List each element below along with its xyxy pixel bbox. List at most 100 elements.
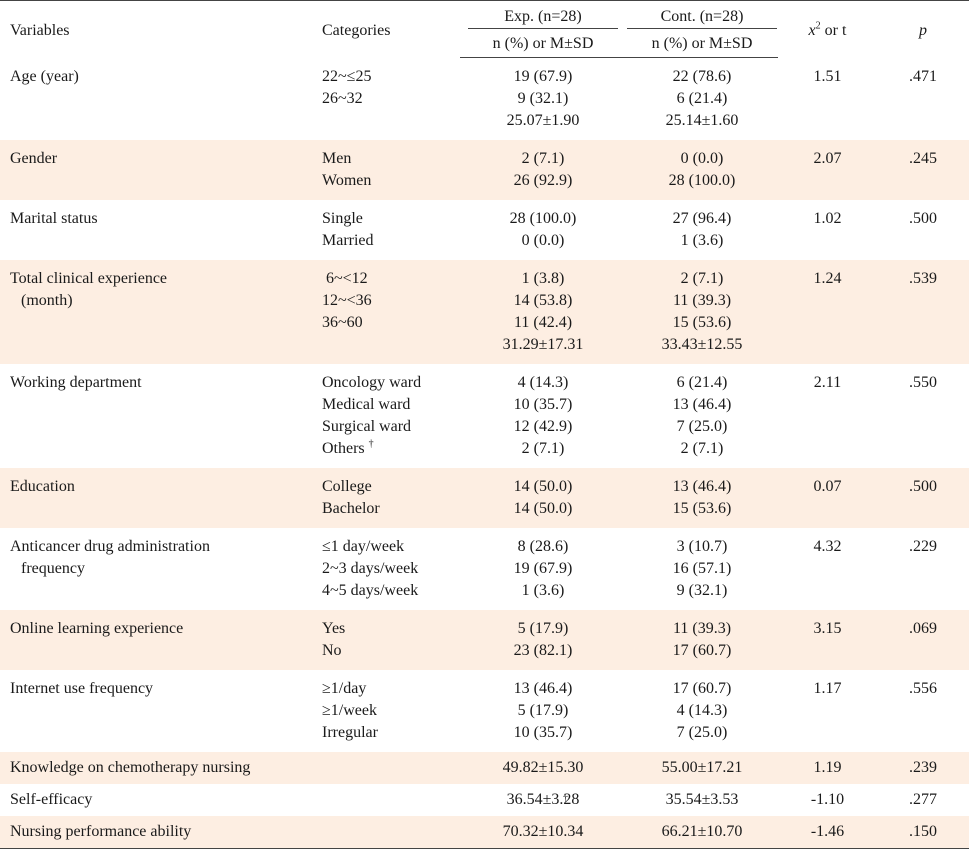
cell-exp-line: 70.32±10.34 [502, 823, 584, 840]
cell-category-line: Married [322, 232, 374, 249]
table-body: Age (year) 22~≤25 26~32 19 (67.9) 9 (32.1) 2… [0, 58, 969, 849]
cell-category-line [322, 789, 460, 811]
cell-cont: 0 (0.0) 28 (100.0) [626, 140, 778, 200]
cell-exp-line: 2 (7.1) [521, 150, 565, 167]
cell-cont: 27 (96.4) 1 (3.6) [626, 200, 778, 260]
cell-cont: 55.00±17.21 [626, 752, 778, 784]
cell-exp-line: 23 (82.1) [513, 642, 573, 659]
cell-cont-line: 7 (25.0) [676, 418, 728, 435]
cell-exp-line: 2 (7.1) [521, 440, 565, 457]
cell-exp: 5 (17.9) 23 (82.1) [460, 610, 626, 670]
cell-category: 22~≤25 26~32 [312, 58, 460, 141]
table-row: Working department Oncology ward Medical w… [0, 364, 969, 468]
cell-p-value: .245 [877, 140, 969, 200]
cell-category-line: No [322, 642, 342, 659]
cell-cont-line: 11 (39.3) [672, 292, 732, 309]
cell-category [312, 816, 460, 849]
cell-p-value: .277 [909, 791, 937, 808]
cell-exp: 1 (3.8) 14 (53.8) 11 (42.4) 31.29±17.31 [460, 260, 626, 364]
cell-category-line: Single [322, 210, 363, 227]
cell-category-line: Medical ward [322, 396, 411, 413]
table-row: Self-efficacy 36.54±3.28 35.54±3.53 -1.10.… [0, 784, 969, 816]
cell-category-line [322, 110, 460, 132]
cell-cont: 11 (39.3) 17 (60.7) [626, 610, 778, 670]
cell-cont-line: 35.54±3.53 [665, 791, 739, 808]
cell-category-line: 2~3 days/week [322, 560, 419, 577]
table-row: Education College Bachelor 14 (50.0) 14 (50.… [0, 468, 969, 528]
table-row: Online learning experience Yes No 5 (17.9) 2… [0, 610, 969, 670]
table-row: Knowledge on chemotherapy nursing 49.82±… [0, 752, 969, 784]
header-p: p [919, 22, 927, 40]
cell-exp-line: 25.07±1.90 [506, 112, 580, 129]
cell-cont: 2 (7.1) 11 (39.3) 15 (53.6) 33.43±12.55 [626, 260, 778, 364]
cell-cont-line: 1 (3.6) [680, 232, 724, 249]
header-cont-label: Cont. (n=28) [627, 8, 777, 29]
cell-category-line: Others [322, 440, 365, 457]
cell-variable: Anticancer drug administration frequency [0, 528, 312, 610]
cell-exp-line: 0 (0.0) [521, 232, 565, 249]
cell-category-line: Oncology ward [322, 374, 422, 391]
cell-category: 6~<12 12~<36 36~60 [312, 260, 460, 364]
cell-p-value: .229 [909, 538, 937, 555]
cell-cont-line: 7 (25.0) [676, 724, 728, 741]
cell-category-line: 4~5 days/week [322, 582, 419, 599]
cell-exp: 19 (67.9) 9 (32.1) 25.07±1.90 [460, 58, 626, 141]
cell-cont-line: 15 (53.6) [672, 500, 732, 517]
cell-exp-line: 10 (35.7) [513, 724, 573, 741]
dagger-footnote-mark: † [368, 438, 374, 450]
cell-cont-line: 4 (14.3) [676, 702, 728, 719]
header-chi-text: or t [824, 22, 847, 40]
table-header: Variables Categories Exp. (n=28) Cont. (… [0, 0, 969, 58]
cell-exp-line: 5 (17.9) [517, 620, 569, 637]
cell-cont-line: 13 (46.4) [672, 478, 732, 495]
header-exp-label: Exp. (n=28) [468, 8, 618, 29]
cell-statistic: 0.07 [778, 468, 877, 528]
cell-variable: Total clinical experience (month) [0, 260, 312, 364]
table-row: Nursing performance ability 70.32±10.34 6… [0, 816, 969, 849]
cell-category-line: College [322, 478, 372, 495]
cell-cont-line: 27 (96.4) [672, 210, 732, 227]
cell-category-line: Yes [322, 620, 346, 637]
cell-p-value: .150 [877, 816, 969, 849]
cell-exp: 70.32±10.34 [460, 816, 626, 849]
cell-category-line: 6~<12 [322, 270, 368, 287]
cell-category: Oncology ward Medical ward Surgical ward Ot… [312, 364, 460, 468]
cell-variable-line: Total clinical experience [10, 270, 168, 287]
cell-variable-line: Knowledge on chemotherapy nursing [10, 759, 251, 776]
cell-p-value: .471 [909, 67, 937, 85]
cell-variable: Marital status [0, 200, 312, 260]
header-exp-sub: n (%) or M±SD [460, 31, 626, 58]
cell-exp: 14 (50.0) 14 (50.0) [460, 468, 626, 528]
table-row: Anticancer drug administration frequency ≤… [0, 528, 969, 610]
cell-variable: Knowledge on chemotherapy nursing [0, 752, 312, 784]
cell-p-value: .069 [877, 610, 969, 670]
cell-cont-line: 17 (60.7) [672, 642, 732, 659]
cell-cont: 35.54±3.53 [626, 784, 778, 816]
cell-p-value: .239 [877, 752, 969, 784]
cell-statistic: -1.46 [778, 816, 877, 849]
cell-variable-line: Online learning experience [10, 620, 184, 637]
header-categories: Categories [322, 22, 391, 40]
cell-cont-line: 25.14±1.60 [665, 112, 739, 129]
cell-cont-line: 22 (78.6) [672, 68, 732, 85]
cell-category-line [322, 757, 460, 779]
cell-exp: 28 (100.0) 0 (0.0) [460, 200, 626, 260]
category-with-mark: Others † [322, 438, 374, 457]
cell-variable-line: Marital status [10, 210, 98, 227]
cell-cont-line: 15 (53.6) [672, 314, 732, 331]
table-row: Gender Men Women 2 (7.1) 26 (92.9) 0 (0.0) 28 … [0, 140, 969, 200]
cell-variable-line: frequency [21, 560, 85, 577]
cell-cont-line: 55.00±17.21 [661, 759, 743, 776]
cell-p-value: .500 [877, 468, 969, 528]
cell-cont: 13 (46.4) 15 (53.6) [626, 468, 778, 528]
cell-cont-line: 16 (57.1) [672, 560, 732, 577]
cell-category-line [322, 334, 460, 356]
cell-variable: Education [0, 468, 312, 528]
cell-exp-line: 36.54±3.28 [506, 791, 580, 808]
cell-exp-line: 28 (100.0) [509, 210, 577, 227]
cell-category-line: 12~<36 [322, 292, 372, 309]
header-chi-symbol: x [808, 22, 816, 40]
cell-exp-line: 14 (50.0) [513, 478, 573, 495]
